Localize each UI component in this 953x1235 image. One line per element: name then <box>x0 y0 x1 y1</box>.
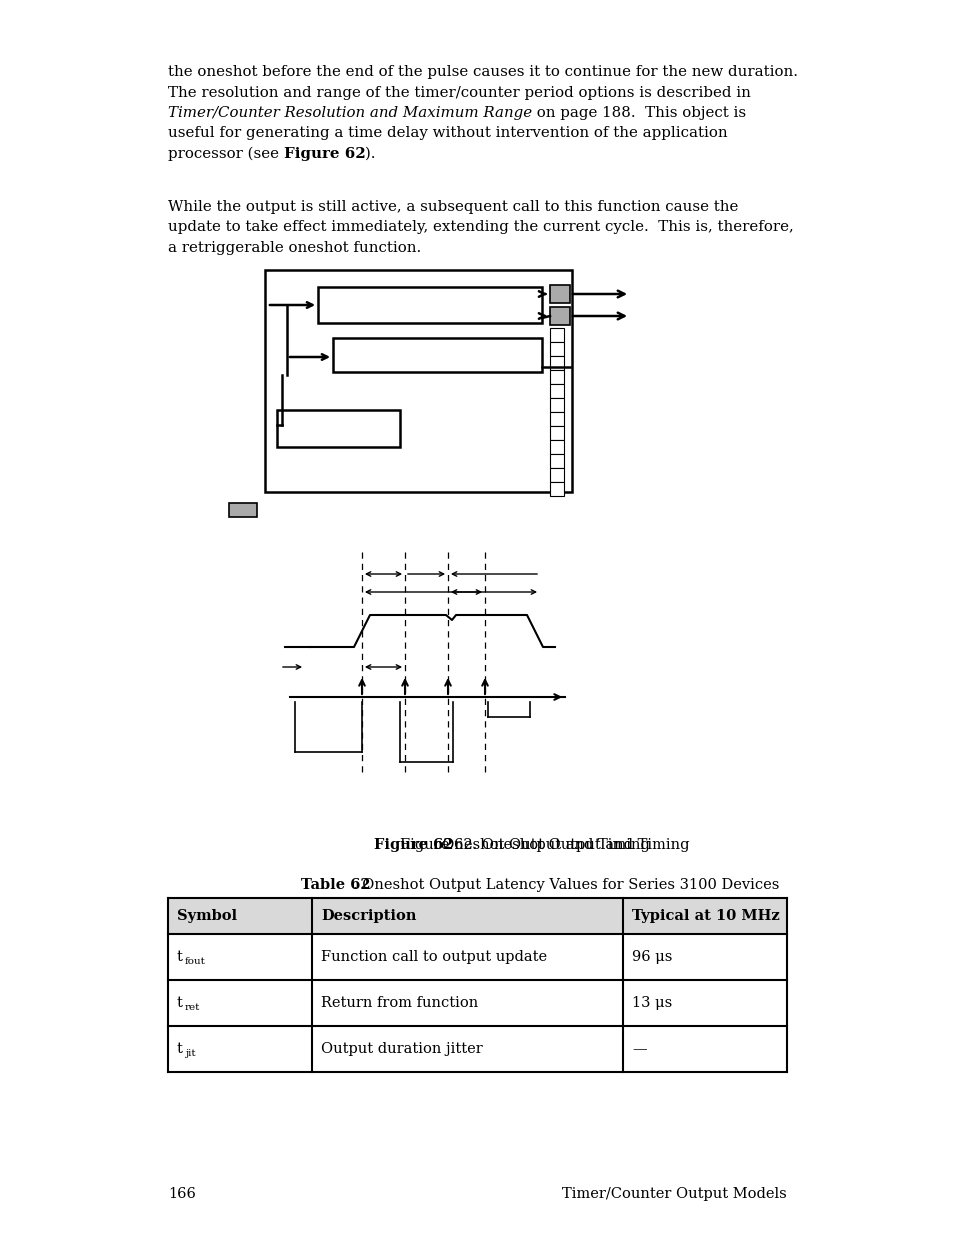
Bar <box>550 384 563 398</box>
Bar <box>550 412 563 426</box>
Bar <box>550 285 569 303</box>
Text: Figure 62. Oneshot Output and Timing: Figure 62. Oneshot Output and Timing <box>399 839 689 852</box>
Bar <box>317 287 541 324</box>
Bar <box>550 482 563 496</box>
Bar <box>550 356 563 370</box>
Text: jit: jit <box>185 1050 195 1058</box>
Bar <box>168 898 786 934</box>
Text: 166: 166 <box>168 1187 195 1200</box>
Text: the oneshot before the end of the pulse causes it to continue for the new durati: the oneshot before the end of the pulse … <box>168 65 797 79</box>
Bar <box>550 342 563 356</box>
Text: processor (see: processor (see <box>168 147 283 162</box>
Bar <box>550 370 563 384</box>
Bar <box>550 329 563 342</box>
Bar <box>550 440 563 454</box>
Text: 13 μs: 13 μs <box>631 995 672 1010</box>
Text: useful for generating a time delay without intervention of the application: useful for generating a time delay witho… <box>168 126 727 141</box>
Text: ret: ret <box>185 1004 200 1013</box>
Text: on page 188.  This object is: on page 188. This object is <box>532 106 745 120</box>
Text: The resolution and range of the timer/counter period options is described in: The resolution and range of the timer/co… <box>168 85 750 100</box>
Bar <box>550 468 563 482</box>
Text: While the output is still active, a subsequent call to this function cause the: While the output is still active, a subs… <box>168 200 738 214</box>
Text: Figure 62: Figure 62 <box>374 839 453 852</box>
Bar <box>265 270 572 492</box>
Bar <box>550 398 563 412</box>
Text: Table 62: Table 62 <box>300 878 370 892</box>
Text: Description: Description <box>320 909 416 923</box>
Text: Figure 62: Figure 62 <box>283 147 365 161</box>
Text: t: t <box>177 950 183 965</box>
Text: 96 μs: 96 μs <box>631 950 672 965</box>
Text: —: — <box>631 1042 646 1056</box>
Text: ).: ). <box>365 147 375 161</box>
Text: fout: fout <box>185 957 206 967</box>
Text: t: t <box>177 995 183 1010</box>
Text: update to take effect immediately, extending the current cycle.  This is, theref: update to take effect immediately, exten… <box>168 221 793 235</box>
Bar <box>276 410 399 447</box>
Bar <box>333 338 541 372</box>
Text: Symbol: Symbol <box>177 909 237 923</box>
Text: Timer/Counter Output Models: Timer/Counter Output Models <box>561 1187 786 1200</box>
Bar <box>550 426 563 440</box>
Text: Output duration jitter: Output duration jitter <box>320 1042 482 1056</box>
Text: Return from function: Return from function <box>320 995 477 1010</box>
Bar <box>550 308 569 325</box>
Text: Function call to output update: Function call to output update <box>320 950 547 965</box>
Text: t: t <box>177 1042 183 1056</box>
Text: . Oneshot Output and Timing: . Oneshot Output and Timing <box>432 839 649 852</box>
Bar <box>229 503 256 517</box>
Bar <box>550 454 563 468</box>
Text: Typical at 10 MHz: Typical at 10 MHz <box>631 909 779 923</box>
Text: a retriggerable oneshot function.: a retriggerable oneshot function. <box>168 241 421 254</box>
Text: . Oneshot Output Latency Values for Series 3100 Devices: . Oneshot Output Latency Values for Seri… <box>353 878 779 892</box>
Text: Timer/Counter Resolution and Maximum Range: Timer/Counter Resolution and Maximum Ran… <box>168 106 532 120</box>
